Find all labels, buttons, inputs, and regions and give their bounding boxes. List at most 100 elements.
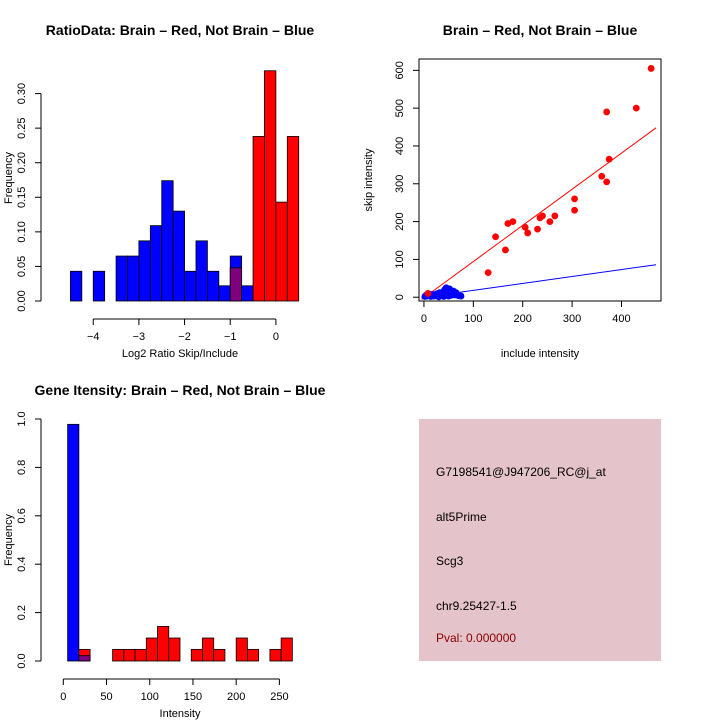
intensity-hist-y-axis: 0.0 0.2 0.4 0.6 0.8 1.0 [16, 411, 42, 669]
brain-point [521, 223, 529, 231]
ratio-hist-y-tick-label: 0.05 [16, 256, 28, 277]
ratio-hist-bar-not-brain [127, 255, 140, 302]
intensity-hist-bar-not-brain [67, 423, 80, 662]
not-brain-point [435, 293, 443, 301]
not-brain-point [440, 293, 448, 300]
scatter-plot: Brain – Red, Not Brain – Blue 0 100 200 300… [363, 22, 662, 360]
intensity-hist-x-tick-label: 50 [100, 691, 112, 703]
brain-point [551, 212, 559, 220]
brain-point [502, 246, 509, 254]
intensity-hist-bar-brain [134, 648, 147, 662]
ratio-hist-y-tick-label: 0.20 [16, 152, 28, 173]
brain-point [524, 229, 532, 237]
scatter-y-tick-label: 200 [394, 212, 406, 230]
brain-point [632, 104, 640, 112]
event-type: alt5Prime [436, 510, 487, 524]
scatter-x-tick-label: 0 [421, 313, 427, 325]
p-value: Pval: 0.000000 [436, 631, 517, 645]
brain-point [571, 206, 578, 214]
scatter-ylabel: skip intensity [363, 148, 375, 211]
ratio-hist-x-tick-label: −2 [178, 331, 191, 343]
intensity-hist-x-tick-label: 100 [141, 691, 159, 703]
intensity-hist-bar-overlap [78, 655, 91, 662]
intensity-hist-bar-brain [213, 648, 226, 662]
intensity-hist-y-tick-label: 0.0 [16, 653, 28, 668]
probe-info-panel: G7198541@J947206_RC@j_at alt5Prime Scg3 … [419, 419, 661, 661]
ratio-hist-bar-not-brain [218, 285, 231, 302]
genomic-location: chr9.25427-1.5 [436, 599, 517, 613]
scatter-x-tick-label: 200 [514, 313, 532, 325]
intensity-hist-x-tick-label: 250 [270, 691, 288, 703]
ratio-hist-bar-not-brain [184, 270, 197, 302]
intensity-hist-bar-brain [235, 637, 248, 662]
not-brain-point [445, 292, 453, 300]
brain-point [534, 225, 541, 233]
scatter-y-tick-label: 600 [394, 61, 406, 79]
ratio-hist-ylabel: Frequency [3, 152, 15, 204]
scatter-x-tick-label: 300 [563, 313, 581, 325]
scatter-x-tick-label: 100 [464, 313, 482, 325]
ratio-histogram: RatioData: Brain – Red, Not Brain – Blue… [3, 22, 314, 360]
scatter-points [421, 65, 655, 301]
ratio-hist-y-axis: 0.00 0.05 0.10 0.15 0.20 0.25 0.30 [16, 83, 42, 312]
ratio-hist-x-tick-label: 0 [273, 331, 279, 343]
ratio-hist-y-tick-label: 0.25 [16, 117, 28, 138]
intensity-hist-y-tick-label: 0.8 [16, 460, 28, 475]
ratio-hist-y-tick-label: 0.00 [16, 290, 28, 311]
intensity-hist-x-axis: 0 50 100 150 200 250 [60, 678, 289, 703]
brain-point [603, 178, 611, 186]
ratio-hist-bar-not-brain [206, 270, 220, 302]
scatter-y-axis: 0 100 200 300 400 500 600 [394, 61, 420, 300]
brain-fit-line [421, 127, 657, 300]
intensity-hist-x-tick-label: 150 [184, 691, 202, 703]
not-brain-fit-line [421, 264, 657, 299]
ratio-hist-bar-not-brain [195, 240, 208, 302]
ratio-hist-bar-brain [275, 201, 288, 302]
scatter-y-tick-label: 500 [394, 99, 406, 117]
intensity-hist-xlabel: Intensity [160, 708, 201, 720]
brain-point [424, 290, 432, 297]
ratio-hist-title: RatioData: Brain – Red, Not Brain – Blue [46, 22, 315, 38]
ratio-hist-bar-not-brain [161, 180, 174, 302]
ratio-hist-bar-not-brain [92, 270, 106, 302]
not-brain-point [457, 292, 465, 300]
ratio-hist-bar-not-brain [70, 270, 83, 302]
ratio-hist-bar-brain [286, 136, 300, 302]
probe-id: G7198541@J947206_RC@j_at [436, 465, 606, 479]
ratio-hist-y-tick-label: 0.15 [16, 187, 28, 208]
ratio-hist-x-tick-label: −4 [87, 331, 100, 343]
intensity-hist-bar-brain [247, 648, 260, 662]
intensity-hist-bar-brain [123, 648, 136, 662]
intensity-hist-y-tick-label: 0.6 [16, 508, 28, 523]
brain-point [605, 155, 613, 163]
scatter-y-tick-label: 100 [394, 250, 406, 268]
intensity-hist-bar-brain [190, 648, 203, 662]
ratio-hist-y-tick-label: 0.10 [16, 221, 28, 242]
ratio-hist-bar-not-brain [241, 285, 254, 302]
intensity-hist-x-tick-label: 0 [60, 691, 66, 703]
intensity-hist-y-tick-label: 0.2 [16, 605, 28, 620]
brain-point [539, 212, 546, 220]
intensity-hist-bar-brain [145, 637, 158, 662]
ratio-hist-bar-overlap [229, 267, 243, 302]
scatter-y-tick-label: 300 [394, 175, 406, 193]
scatter-plot-box [418, 58, 662, 302]
brain-point [484, 269, 492, 277]
ratio-hist-bar-brain [264, 70, 277, 302]
ratio-hist-bars [70, 70, 300, 302]
ratio-hist-x-tick-label: −3 [133, 331, 146, 343]
ratio-hist-bar-not-brain [149, 225, 163, 302]
scatter-y-tick-label: 0 [394, 294, 406, 300]
ratio-hist-bar-not-brain [138, 240, 151, 302]
intensity-hist-y-tick-label: 1.0 [16, 411, 28, 426]
ratio-hist-y-tick-label: 0.30 [16, 83, 28, 104]
intensity-hist-title: Gene Itensity: Brain – Red, Not Brain – … [35, 382, 326, 398]
ratio-hist-bar-not-brain [115, 255, 128, 302]
brain-point [598, 172, 606, 180]
ratio-hist-xlabel: Log2 Ratio Skip/Include [122, 348, 238, 360]
scatter-x-tick-label: 400 [612, 313, 630, 325]
intensity-hist-bar-brain [157, 625, 170, 662]
intensity-hist-ylabel: Frequency [3, 514, 15, 566]
gene-name: Scg3 [436, 554, 464, 568]
